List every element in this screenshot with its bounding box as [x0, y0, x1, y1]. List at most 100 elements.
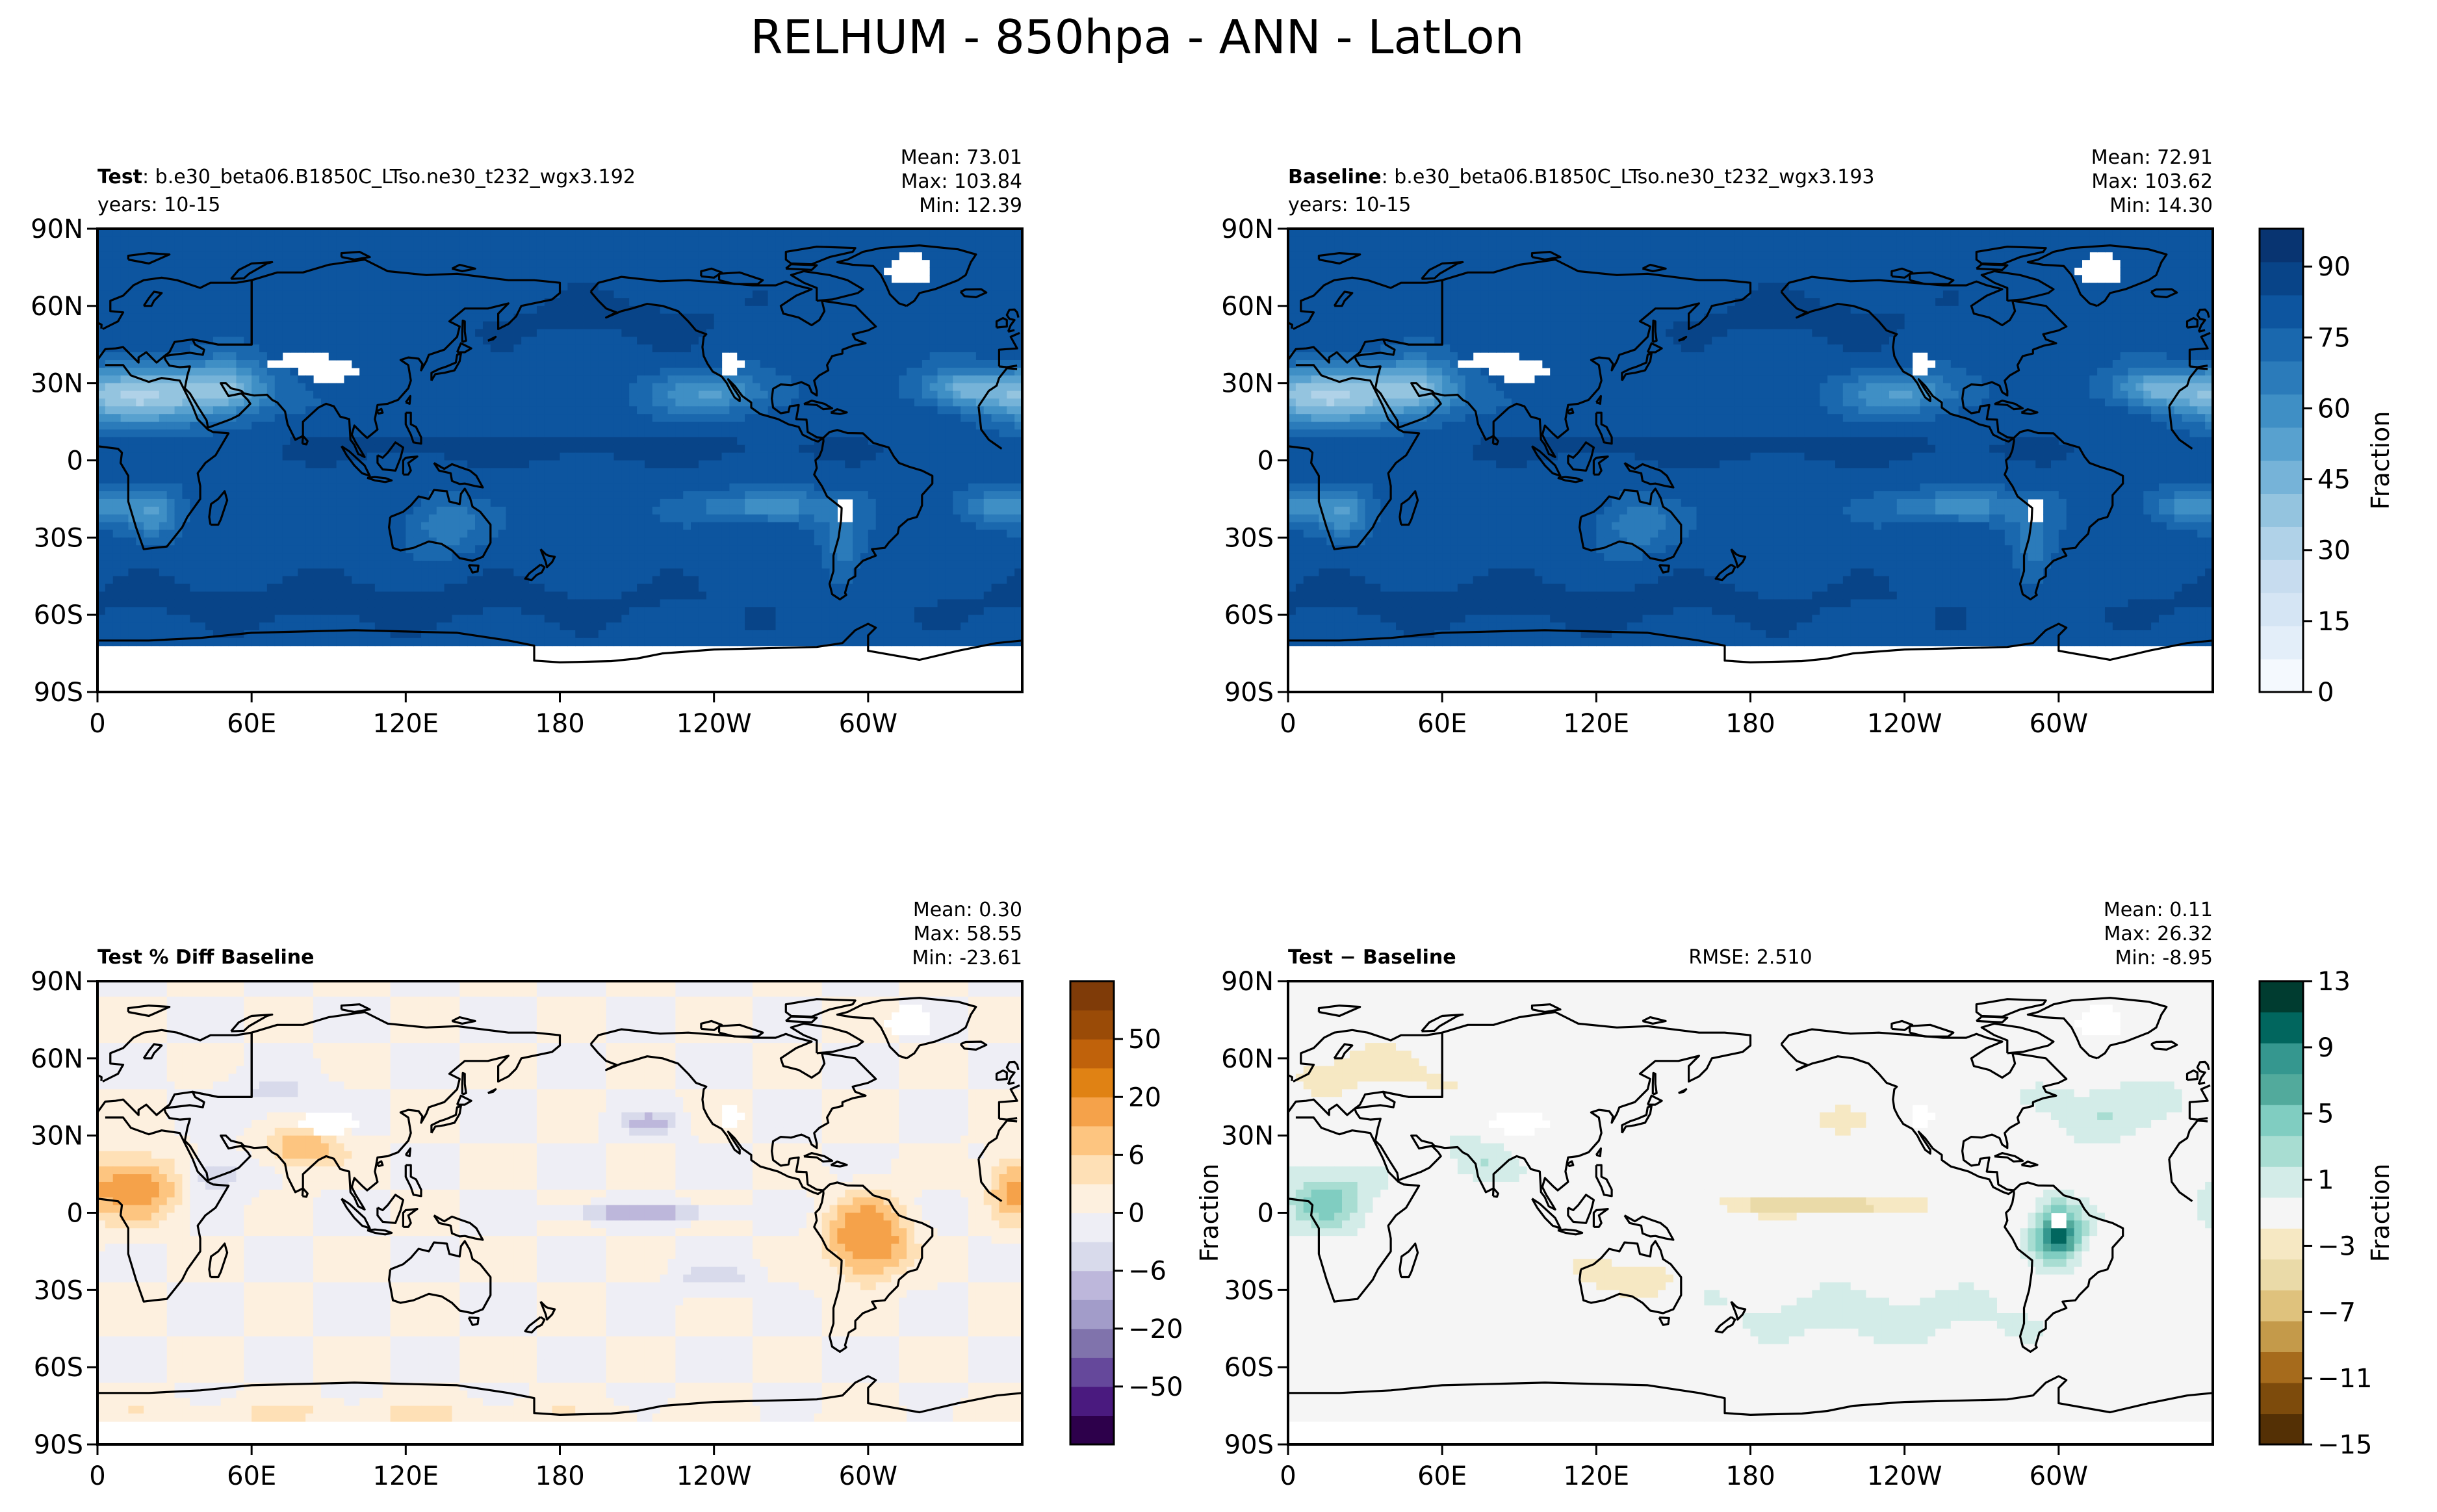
x-tick-label: 60W: [839, 1461, 897, 1491]
colorbar-tick-label: −50: [1128, 1372, 1183, 1402]
colorbar-tick-label: 90: [2317, 252, 2351, 282]
colorbar-swatch: [1070, 1039, 1114, 1069]
y-tick-label: 0: [1257, 446, 1274, 476]
colorbar-tick-label: −7: [2317, 1298, 2356, 1327]
panel-title-rest: : b.e30_beta06.B1850C_LTso.ne30_t232_wgx…: [1382, 166, 1875, 188]
panel-stat: Mean: 0.11: [2104, 899, 2213, 921]
colorbar-tick-label: 0: [2317, 678, 2334, 708]
colorbar-tick-label: −11: [2317, 1364, 2372, 1394]
panel-title: Test − Baseline: [1288, 946, 1456, 969]
panel-pctdiff: 0 60E 120E 180 120W 60W 90N 60N 30N 0 30S 60S 90S Tes…: [31, 899, 1024, 1491]
colorbar-swatch: [2260, 261, 2303, 296]
colorbar-swatch: [1070, 1212, 1114, 1242]
y-tick-label: 30N: [31, 1121, 83, 1151]
y-tick-label: 30S: [34, 523, 83, 553]
map-field: [1288, 229, 2213, 692]
coastlines: [1288, 244, 2213, 692]
x-tick-label: 60E: [227, 1461, 276, 1491]
map-field: [97, 981, 1022, 1444]
colorbar-tick-label: 20: [1128, 1083, 1161, 1112]
panel-title-bold: Baseline: [1288, 166, 1382, 188]
colorbar-swatch: [1070, 1328, 1114, 1358]
colorbar-swatch: [2260, 361, 2303, 395]
colorbar-tick-label: 9: [2317, 1033, 2334, 1063]
colorbar-swatch: [2260, 1073, 2303, 1105]
colorbar-tick-label: 45: [2317, 465, 2351, 495]
axis-ticks: 0 60E 120E 180 120W 60W 90N 60N 30N 0 30S 60S 90S: [31, 967, 897, 1491]
y-tick-label: 90S: [1224, 1430, 1274, 1460]
colorbars: 0153045607590Fraction−50−20−6062050−15−1…: [1069, 227, 2395, 1460]
colorbar-swatch: [1070, 1183, 1114, 1214]
panel-stat: Mean: 73.01: [901, 146, 1022, 169]
colorbar-frame: [2258, 980, 2304, 1446]
x-tick-label: 120E: [1564, 709, 1630, 739]
colorbar-swatch: [1070, 1386, 1114, 1416]
colorbar-swatch: [2260, 1352, 2303, 1383]
y-tick-label: 90N: [31, 214, 83, 244]
y-tick-label: 30N: [1221, 369, 1274, 399]
y-tick-label: 0: [1257, 1199, 1274, 1229]
y-tick-label: 90S: [34, 678, 83, 708]
panel-stat: Max: 103.62: [2091, 170, 2213, 193]
colorbar-tick-label: −6: [1128, 1257, 1167, 1287]
y-tick-label: 60S: [1224, 600, 1274, 630]
panel-stat: Min: -8.95: [2115, 947, 2213, 969]
colorbar-swatch: [1070, 1357, 1114, 1387]
x-tick-label: 0: [89, 1461, 105, 1491]
colorbar-swatch: [2260, 493, 2303, 527]
map-field: [1288, 981, 2213, 1444]
y-tick-label: 30N: [1221, 1121, 1274, 1151]
panel-stat: Min: 14.30: [2109, 194, 2213, 217]
colorbar-swatch: [2260, 1228, 2303, 1260]
colorbar-diff: −15 −11 −7 −3 1 5 9 13 Fraction: [2258, 967, 2395, 1460]
colorbar-swatch: [2260, 593, 2303, 626]
x-tick-label: 120E: [373, 709, 439, 739]
colorbar-swatch: [2260, 1259, 2303, 1290]
x-tick-label: 60E: [227, 709, 276, 739]
x-tick-label: 180: [535, 1461, 584, 1491]
colorbar-tick-label: 30: [2317, 536, 2351, 566]
coastlines: [1288, 997, 2213, 1444]
x-tick-label: 120W: [1867, 1461, 1942, 1491]
x-tick-label: 60W: [839, 709, 897, 739]
panel-title-bold: Test: [97, 166, 142, 188]
colorbar-frame: [2258, 227, 2304, 693]
y-tick-label: 90S: [34, 1430, 83, 1460]
x-tick-label: 0: [1280, 709, 1296, 739]
x-tick-label: 0: [89, 709, 105, 739]
panel-title: Baseline: b.e30_beta06.B1850C_LTso.ne30_…: [1288, 166, 1875, 188]
colorbar-swatch: [1070, 1125, 1114, 1155]
colorbar-swatch: [2260, 559, 2303, 593]
colorbar-swatch: [1070, 1097, 1114, 1127]
colorbar-swatch: [2260, 1413, 2303, 1445]
y-tick-label: 60N: [1221, 292, 1274, 322]
y-tick-label: 60N: [1221, 1044, 1274, 1074]
colorbar-swatch: [2260, 981, 2303, 1013]
colorbar-tick-label: 13: [2317, 967, 2351, 997]
panel-stat: Max: 58.55: [913, 923, 1022, 945]
axis-ticks: 0 60E 120E 180 120W 60W 90N 60N 30N 0 30S 60S 90S: [31, 214, 897, 739]
x-tick-label: 120W: [1867, 709, 1942, 739]
colorbar-swatch: [2260, 1043, 2303, 1075]
colorbar-swatch: [2260, 626, 2303, 660]
colorbar-label: Fraction: [2366, 1164, 2395, 1262]
panel-stat: Min: -23.61: [912, 947, 1022, 969]
panel-test: 0 60E 120E 180 120W 60W 90N 60N 30N 0 30S 60S 90S Tes…: [31, 146, 1024, 739]
colorbar-tick-label: 5: [2317, 1099, 2334, 1129]
colorbar-swatch: [2260, 526, 2303, 560]
panel-ylabel: Fraction: [1195, 1164, 1224, 1262]
colorbar-swatch: [2260, 1382, 2303, 1415]
panel-title: Test: b.e30_beta06.B1850C_LTso.ne30_t232…: [97, 166, 636, 188]
panel-title-bold: Test % Diff Baseline: [97, 946, 315, 969]
x-tick-label: 60E: [1417, 709, 1467, 739]
y-tick-label: 90S: [1224, 678, 1274, 708]
panel-rmse: RMSE: 2.510: [1688, 946, 1812, 969]
colorbar-swatch: [2260, 229, 2303, 263]
panel-stat: Max: 26.32: [2104, 923, 2213, 945]
colorbar-swatch: [2260, 1197, 2303, 1229]
x-tick-label: 60E: [1417, 1461, 1467, 1491]
colorbar-top: 0 15 30 45 60 75 90 Fraction: [2258, 227, 2395, 708]
axis-ticks: 0 60E 120E 180 120W 60W 90N 60N 30N 0 30S 60S 90S: [1221, 214, 2088, 739]
panel-diff: 0 60E 120E 180 120W 60W 90N 60N 30N 0 30S 60S 90S Tes…: [1195, 899, 2214, 1491]
